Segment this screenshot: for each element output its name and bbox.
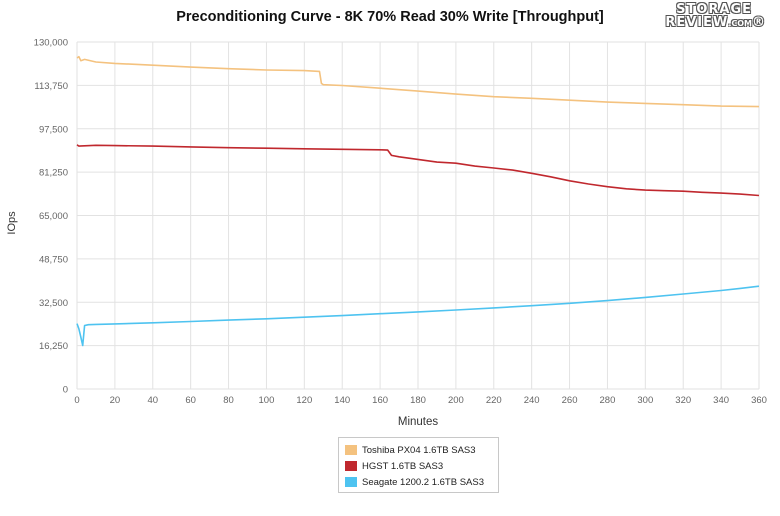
x-tick-label: 340	[713, 395, 729, 406]
legend-item-toshiba[interactable]: Toshiba PX04 1.6TB SAS3	[345, 443, 476, 457]
x-tick-label: 260	[562, 395, 578, 406]
x-tick-label: 160	[372, 395, 388, 406]
x-tick-label: 40	[147, 395, 158, 406]
x-tick-label: 80	[223, 395, 234, 406]
x-tick-label: 280	[600, 395, 616, 406]
y-tick-label: 81,250	[39, 168, 68, 179]
legend-swatch-hgst	[345, 461, 357, 471]
x-tick-label: 60	[185, 395, 196, 406]
legend-item-seagate[interactable]: Seagate 1200.2 1.6TB SAS3	[345, 475, 484, 489]
x-tick-label: 220	[486, 395, 502, 406]
x-tick-label: 200	[448, 395, 464, 406]
legend-label-seagate: Seagate 1200.2 1.6TB SAS3	[362, 476, 485, 488]
series-line-2	[76, 285, 760, 347]
x-tick-label: 360	[751, 395, 767, 406]
x-tick-label: 100	[259, 395, 275, 406]
x-tick-label: 320	[675, 395, 691, 406]
y-tick-label: 0	[63, 385, 68, 396]
legend-label-hgst: HGST 1.6TB SAS3	[362, 460, 444, 472]
y-tick-label: 130,000	[34, 38, 68, 49]
y-tick-label: 65,000	[39, 211, 68, 222]
x-tick-label: 20	[110, 395, 121, 406]
legend-label-toshiba: Toshiba PX04 1.6TB SAS3	[362, 444, 476, 456]
legend-swatch-seagate	[345, 477, 357, 487]
x-tick-label: 180	[410, 395, 426, 406]
y-tick-label: 48,750	[39, 254, 68, 265]
legend: Toshiba PX04 1.6TB SAS3 HGST 1.6TB SAS3 …	[338, 437, 499, 493]
y-axis-label: IOps	[6, 211, 18, 235]
x-tick-label: 0	[74, 395, 79, 406]
x-axis-label: Minutes	[398, 416, 439, 428]
x-tick-label: 120	[296, 395, 312, 406]
x-tick-label: 240	[524, 395, 540, 406]
legend-swatch-toshiba	[345, 445, 357, 455]
y-tick-label: 32,500	[39, 298, 68, 309]
series-line-1	[76, 144, 760, 197]
chart-title: Preconditioning Curve - 8K 70% Read 30% …	[176, 9, 604, 25]
y-tick-label: 97,500	[39, 124, 68, 135]
storage-review-logo: STORAGE REVIEW.COM®	[665, 2, 766, 30]
x-tick-label: 140	[334, 395, 350, 406]
legend-item-hgst[interactable]: HGST 1.6TB SAS3	[345, 459, 443, 473]
y-tick-label: 113,750	[34, 81, 68, 92]
series-line-0	[76, 55, 760, 108]
y-tick-label: 16,250	[39, 341, 68, 352]
x-tick-label: 300	[637, 395, 653, 406]
